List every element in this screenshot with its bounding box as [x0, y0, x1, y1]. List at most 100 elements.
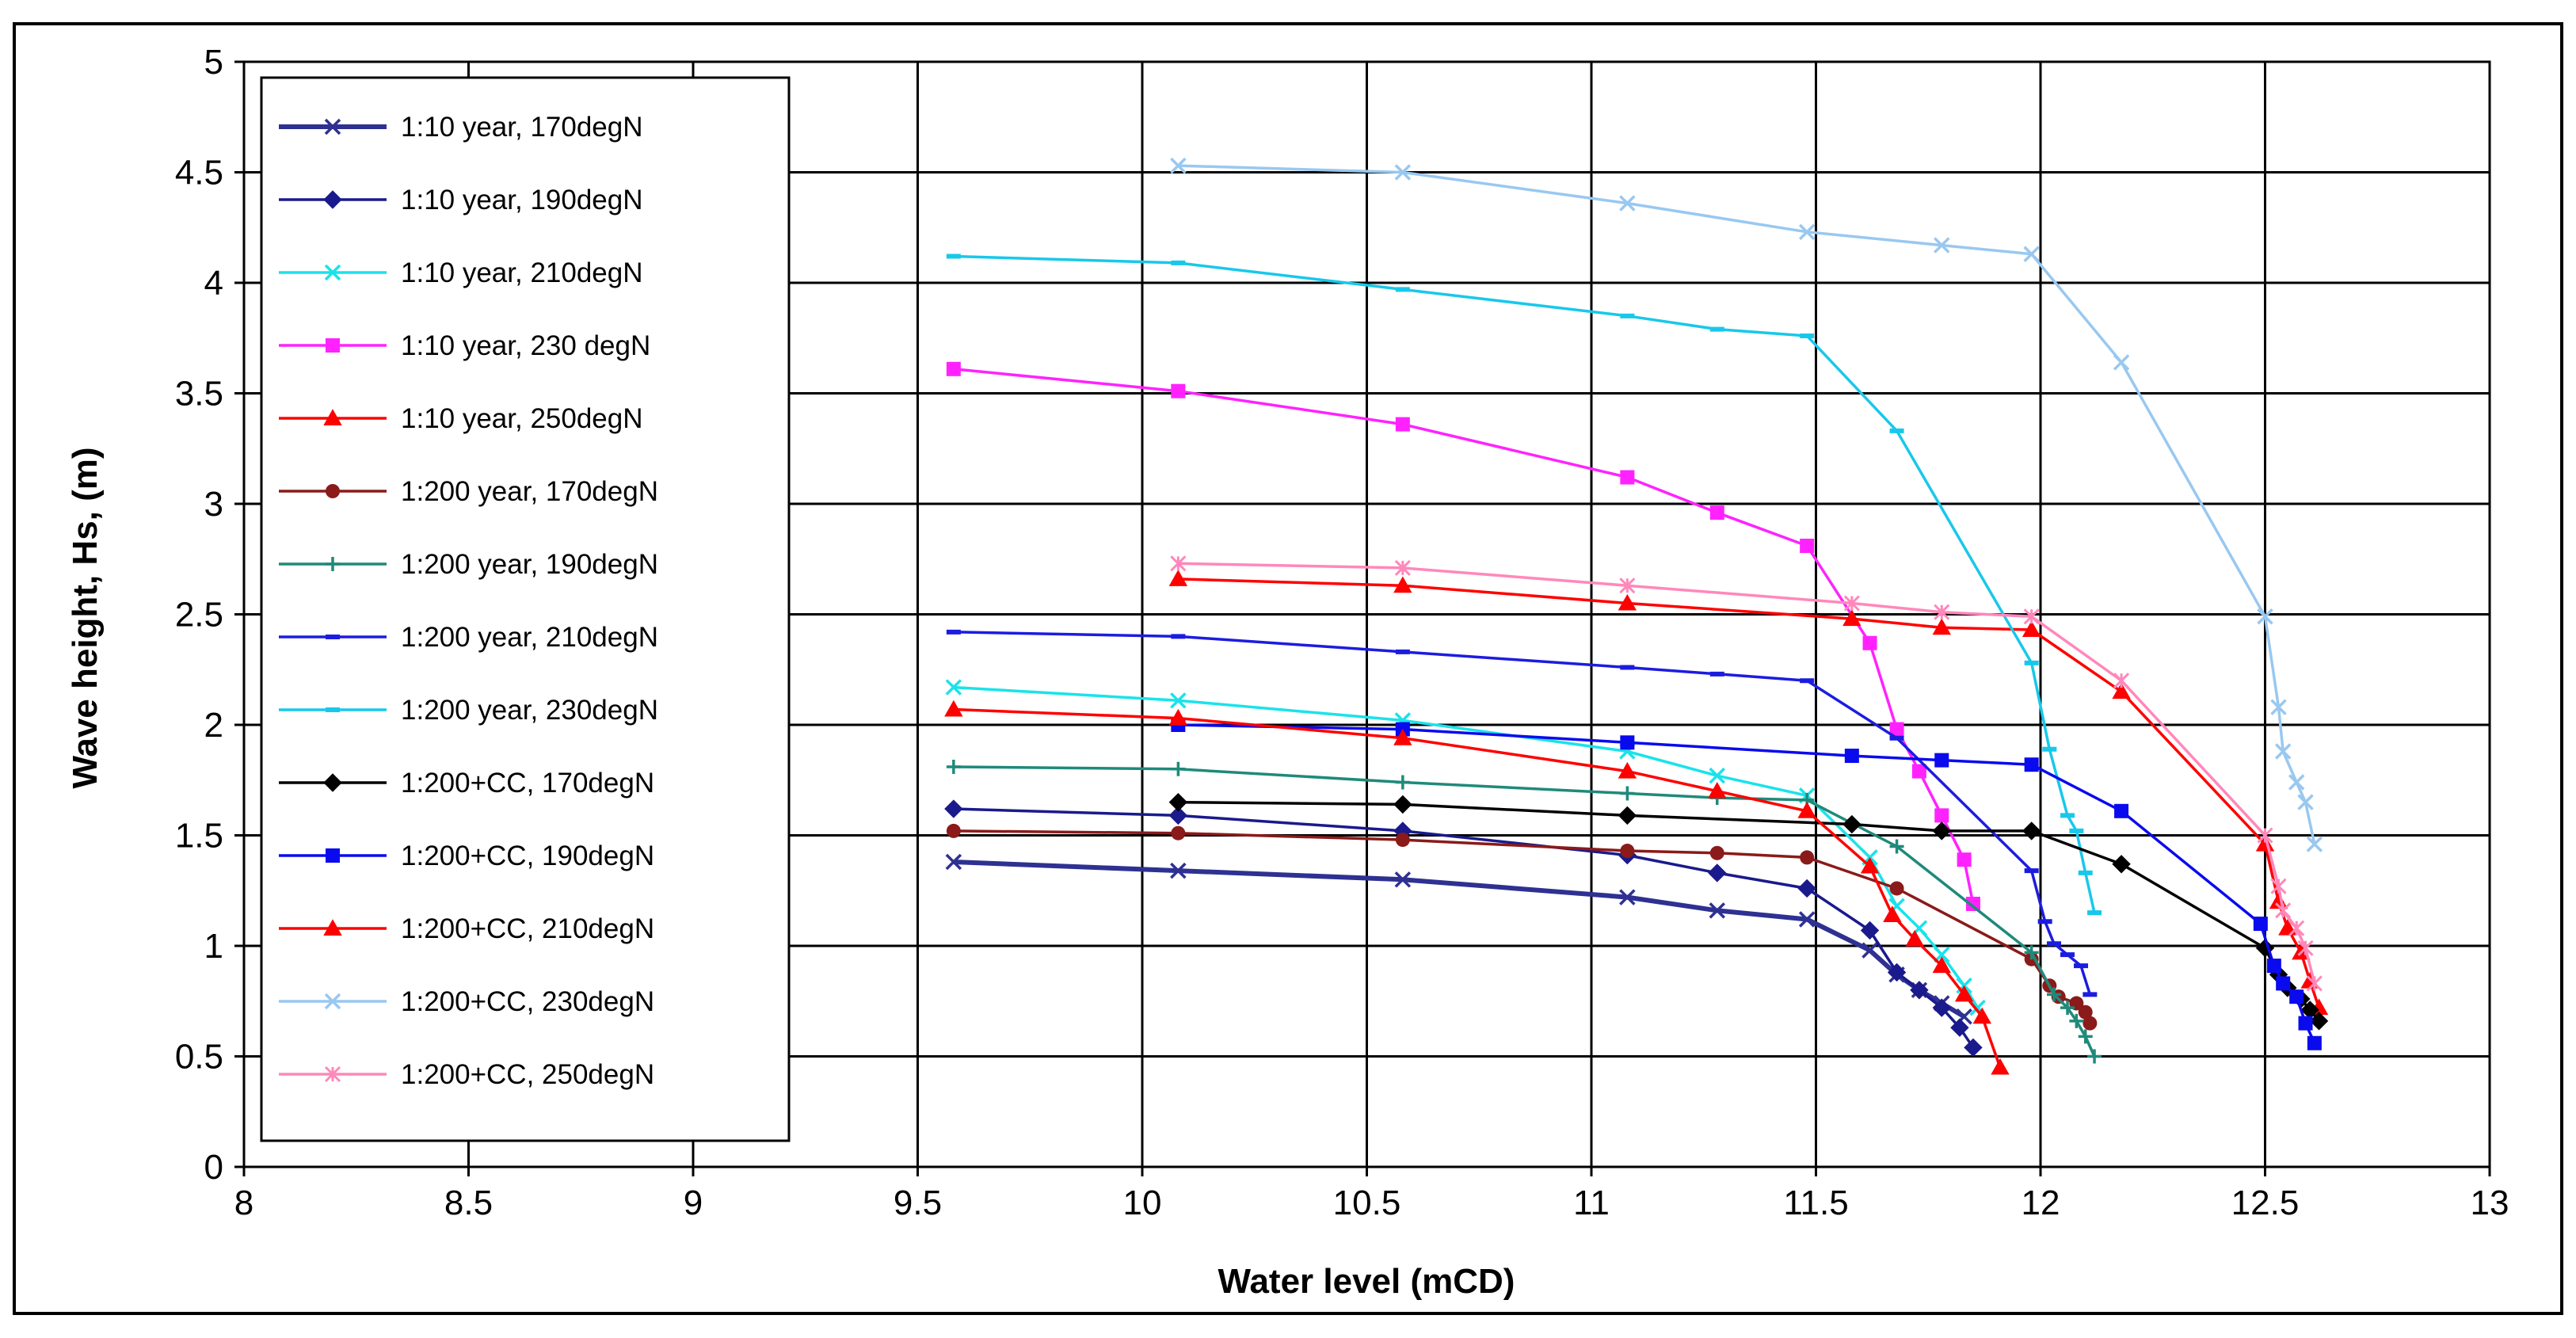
x-tick-label: 13: [2471, 1184, 2509, 1222]
data-series: [944, 157, 2329, 1075]
data-point: [1957, 852, 1972, 867]
data-point: [1991, 1058, 2010, 1075]
series-3: [946, 361, 1980, 911]
data-point: [1860, 921, 1880, 940]
legend-box: [260, 76, 791, 1142]
legend-item: 1:200+CC, 170degN: [279, 768, 654, 799]
data-point: [1797, 802, 1816, 818]
legend-item: 1:200+CC, 210degN: [279, 913, 654, 944]
legend-item: 1:200+CC, 230degN: [279, 986, 654, 1017]
data-point: [1170, 157, 1187, 174]
x-axis-title: Water level (mCD): [1218, 1262, 1515, 1301]
data-point: [2297, 794, 2314, 810]
data-point: [1620, 844, 1635, 859]
data-point: [1168, 806, 1188, 825]
legend-item: 1:200 year, 190degN: [279, 549, 658, 580]
data-point: [1934, 604, 1950, 620]
data-point: [1618, 806, 1637, 825]
data-point: [945, 853, 962, 871]
legend-label: 1:200 year, 210degN: [401, 622, 658, 653]
legend-label: 1:10 year, 250degN: [401, 403, 643, 434]
data-point: [1168, 792, 1188, 812]
series-line: [953, 368, 1975, 905]
data-point: [2024, 757, 2039, 772]
data-point: [1620, 735, 1635, 750]
data-point: [1889, 839, 1904, 854]
x-tick-label: 10: [1123, 1184, 1162, 1222]
y-tick-label: 2: [204, 706, 223, 745]
data-point: [946, 361, 961, 376]
data-point: [2306, 836, 2323, 852]
series-7: [946, 629, 2098, 997]
data-point: [1889, 881, 1904, 896]
data-point: [2300, 1001, 2319, 1020]
x-tick-label: 11: [1573, 1184, 1610, 1222]
data-point: [2023, 246, 2040, 262]
data-point: [1619, 195, 1636, 212]
data-point: [1395, 833, 1410, 848]
x-tick-label: 9: [684, 1184, 703, 1222]
data-point: [324, 993, 341, 1010]
data-point: [1618, 593, 1637, 611]
data-point: [1168, 570, 1188, 586]
series-11: [944, 699, 2010, 1075]
data-point: [1954, 985, 1974, 1002]
series-2: [945, 679, 1986, 1016]
data-point: [1168, 708, 1188, 726]
data-point: [1619, 889, 1636, 905]
data-point: [1708, 782, 1727, 799]
data-point: [1964, 1038, 1983, 1058]
series-13: [1170, 555, 2323, 992]
x-tick-label: 12.5: [2231, 1184, 2300, 1222]
y-tick-label: 5: [204, 43, 223, 82]
data-point: [1862, 635, 1877, 650]
data-point: [2257, 608, 2273, 625]
data-point: [1394, 871, 1412, 888]
series-12: [1170, 157, 2323, 852]
data-point: [326, 484, 340, 498]
y-tick-label: 3: [204, 485, 223, 524]
data-point: [1862, 942, 1878, 959]
legend-label: 1:10 year, 210degN: [401, 257, 643, 288]
data-point: [1910, 981, 1929, 1000]
data-point: [2297, 940, 2314, 956]
data-point: [1972, 1007, 1991, 1024]
data-point: [1394, 164, 1412, 181]
legend-label: 1:200 year, 170degN: [401, 476, 658, 507]
data-point: [1797, 879, 1816, 898]
data-point: [1709, 902, 1725, 919]
data-point: [1934, 237, 1950, 253]
data-point: [2078, 1004, 2093, 1020]
data-point: [1620, 786, 1635, 801]
data-point: [2288, 920, 2305, 936]
data-point: [2083, 1016, 2098, 1031]
data-point: [2288, 774, 2305, 791]
data-point: [2253, 917, 2268, 932]
data-point: [1171, 383, 1186, 398]
legend-item: 1:10 year, 250degN: [279, 403, 643, 434]
data-point: [323, 773, 342, 792]
legend-label: 1:10 year, 190degN: [401, 185, 643, 215]
data-point: [1932, 956, 1951, 974]
data-point: [2274, 743, 2292, 760]
data-point: [1934, 753, 1949, 768]
legend-item: 1:10 year, 210degN: [279, 257, 643, 288]
data-point: [2022, 620, 2041, 638]
data-point: [2112, 855, 2131, 874]
data-point: [2307, 1035, 2322, 1050]
y-tick-label: 1: [204, 927, 223, 966]
x-tick-label: 8.5: [444, 1184, 493, 1222]
legend-label: 1:200 year, 230degN: [401, 695, 658, 726]
data-point: [1950, 1018, 1969, 1037]
data-point: [1932, 821, 1951, 841]
y-tick-label: 3.5: [175, 375, 223, 414]
data-point: [2266, 959, 2281, 974]
data-point: [323, 190, 342, 209]
data-point: [2114, 803, 2129, 818]
y-tick-label: 0: [204, 1148, 223, 1187]
data-point: [1842, 814, 1862, 834]
data-point: [1932, 998, 1951, 1017]
data-point: [1709, 505, 1724, 520]
legend-label: 1:200+CC, 170degN: [401, 768, 654, 799]
